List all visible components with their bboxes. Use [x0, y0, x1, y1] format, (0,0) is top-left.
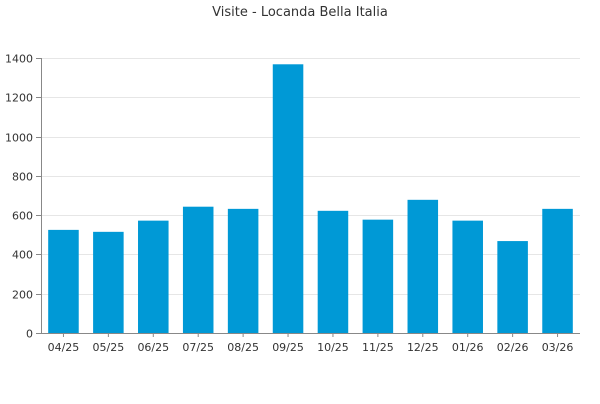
- bar: [93, 231, 124, 333]
- bar: [138, 220, 169, 333]
- x-tick-label: 11/25: [362, 341, 394, 354]
- x-tick-label: 04/25: [48, 341, 80, 354]
- bar: [542, 208, 573, 333]
- x-tick-label: 06/25: [137, 341, 169, 354]
- bar: [362, 219, 394, 333]
- x-tick-label: 09/25: [272, 341, 304, 354]
- bars-layer: [48, 64, 573, 334]
- bar: [272, 64, 304, 333]
- bar: [452, 220, 483, 333]
- x-tick-label: 02/26: [497, 341, 529, 354]
- bar: [497, 241, 528, 333]
- bar: [182, 206, 214, 333]
- bar: [407, 199, 439, 333]
- x-tick-label: 05/25: [93, 341, 125, 354]
- x-tick-label: 08/25: [227, 341, 259, 354]
- axis-layer: 0 200 400 600 800 1000 1200 1400 04/25 05/25 06/25…: [5, 53, 580, 354]
- y-tick-label: 1000: [5, 132, 33, 145]
- x-tick-label: 07/25: [182, 341, 214, 354]
- y-tick-label: 600: [12, 210, 33, 223]
- y-tick-label: 200: [12, 289, 33, 302]
- x-tick-label: 01/26: [452, 341, 484, 354]
- y-tick-label: 800: [12, 171, 33, 184]
- y-tick-label: 0: [26, 328, 33, 341]
- x-tick-label: 12/25: [407, 341, 439, 354]
- bar: [317, 210, 349, 333]
- grid-layer: [41, 58, 580, 295]
- bar: [227, 208, 259, 333]
- x-tick-label: 10/25: [317, 341, 349, 354]
- y-tick-label: 400: [12, 249, 33, 262]
- bar: [48, 229, 79, 334]
- y-tick-label: 1200: [5, 92, 33, 105]
- y-tick-label: 1400: [5, 53, 33, 66]
- chart-title: Visite - Locanda Bella Italia: [212, 5, 388, 20]
- x-tick-label: 03/26: [542, 341, 574, 354]
